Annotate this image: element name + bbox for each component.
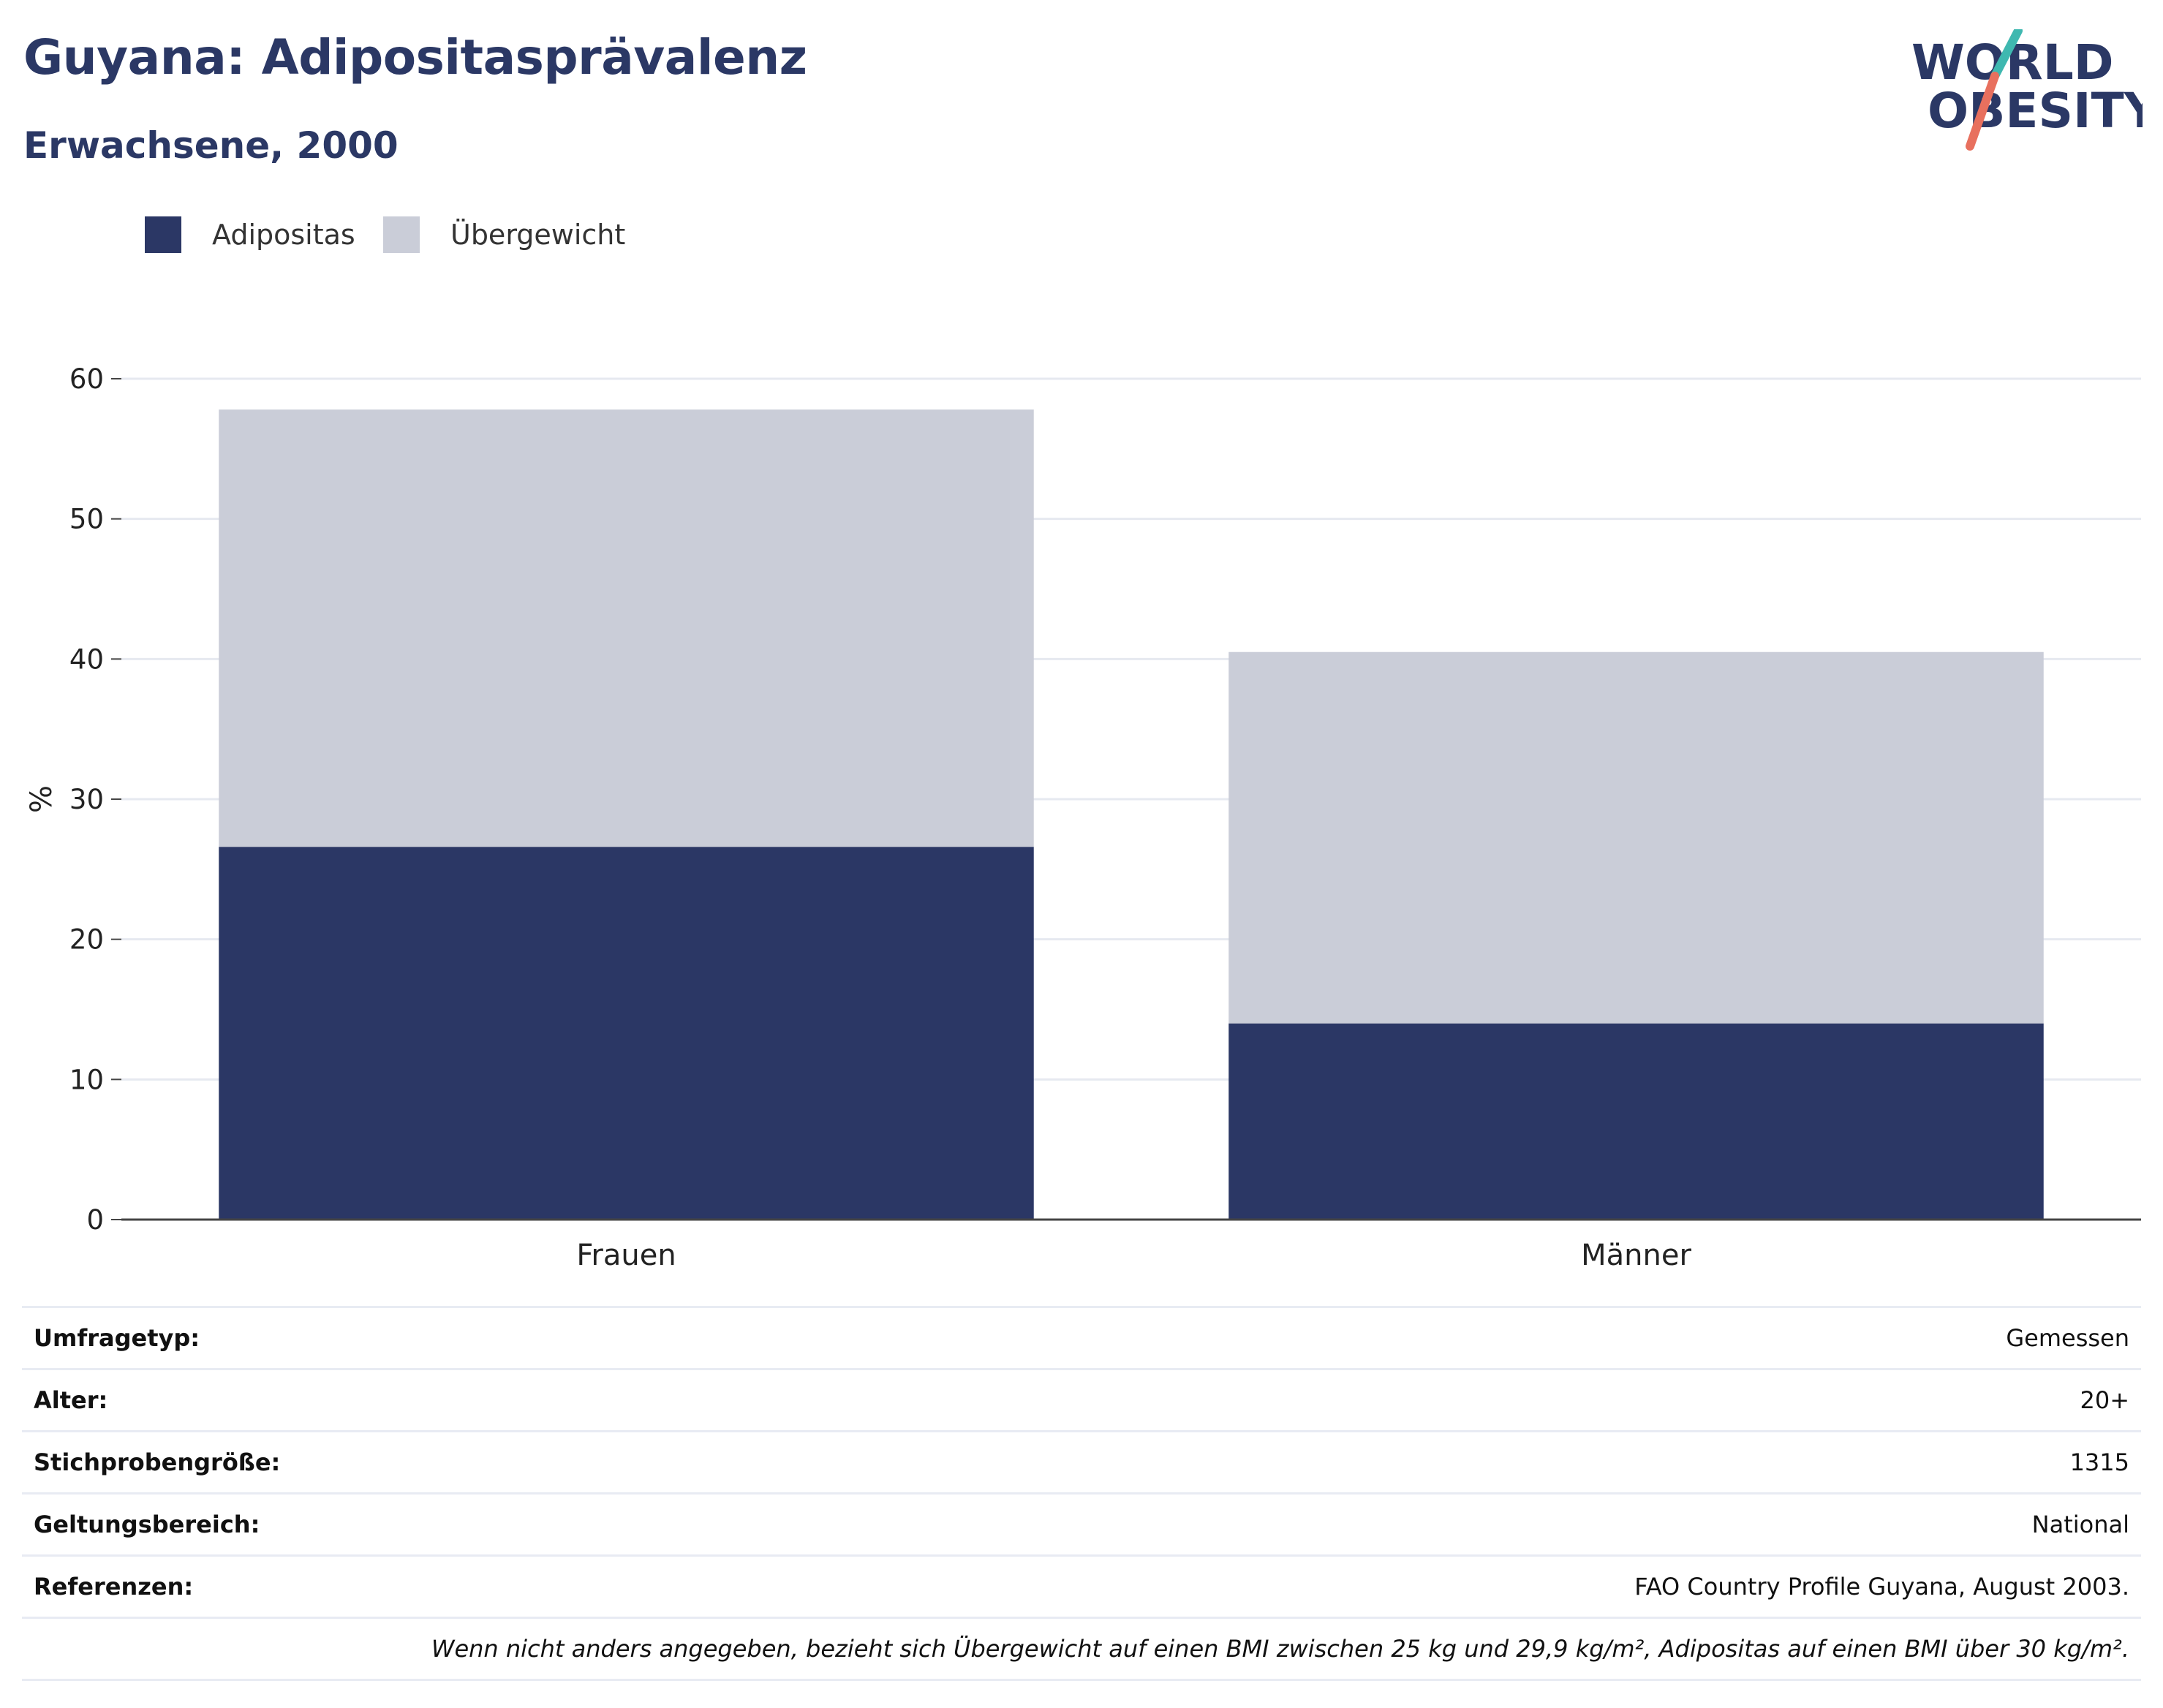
legend-label-uebergewicht: Übergewicht — [450, 219, 626, 251]
info-value: National — [2031, 1511, 2129, 1538]
logo-slash-teal — [1990, 29, 2023, 80]
y-tick-label: 40 — [69, 643, 104, 675]
bar-chart: 0 10 20 30 40 50 60% Frauen Männer — [25, 363, 2141, 1272]
info-key: Geltungsbereich: — [34, 1511, 260, 1538]
bar-adipositas-0 — [219, 847, 1034, 1220]
bar-adipositas-1 — [1228, 1023, 2044, 1220]
legend-swatch-adipositas — [145, 216, 181, 253]
bar-uebergewicht-1 — [1228, 651, 2044, 1024]
x-tick-label: Frauen — [576, 1239, 676, 1272]
chart-title: Guyana: Adipositasprävalenz — [23, 29, 807, 86]
info-value: FAO Country Profile Guyana, August 2003. — [1634, 1573, 2129, 1601]
info-value: 1315 — [2069, 1448, 2129, 1476]
y-tick-label: 10 — [69, 1064, 104, 1095]
logo-word-obesity: OBESITY — [1928, 83, 2143, 139]
legend-label-adipositas: Adipositas — [212, 219, 355, 251]
info-row-referenzen: Referenzen: FAO Country Profile Guyana, … — [22, 1554, 2141, 1617]
info-value: Gemessen — [2006, 1324, 2129, 1352]
info-note-row: Wenn nicht anders angegeben, bezieht sic… — [22, 1617, 2141, 1681]
info-key: Alter: — [34, 1386, 108, 1414]
y-tick-label: 30 — [69, 784, 104, 815]
x-tick-label: Männer — [1581, 1239, 1691, 1272]
info-row-umfragetyp: Umfragetyp: Gemessen — [22, 1306, 2141, 1368]
y-tick-label: 20 — [69, 924, 104, 956]
y-axis-title: % — [25, 785, 58, 813]
bar-uebergewicht-0 — [219, 409, 1034, 847]
y-tick-label: 60 — [69, 363, 104, 395]
info-row-stichprobe: Stichprobengröße: 1315 — [22, 1430, 2141, 1492]
info-key: Umfragetyp: — [34, 1324, 200, 1352]
info-key: Referenzen: — [34, 1573, 194, 1601]
info-row-geltungsbereich: Geltungsbereich: National — [22, 1492, 2141, 1554]
bmi-definition-note: Wenn nicht anders angegeben, bezieht sic… — [431, 1635, 2129, 1663]
info-row-alter: Alter: 20+ — [22, 1368, 2141, 1430]
y-tick-label: 50 — [69, 504, 104, 535]
info-value: 20+ — [2080, 1386, 2129, 1414]
legend-swatch-uebergewicht — [383, 216, 420, 253]
world-obesity-logo: WORLD OBESITY — [1911, 29, 2143, 151]
logo-slash-coral — [1966, 72, 1999, 151]
info-table: Umfragetyp: Gemessen Alter: 20+ Stichpro… — [22, 1306, 2141, 1681]
info-key: Stichprobengröße: — [34, 1448, 281, 1476]
y-tick-label: 0 — [86, 1204, 104, 1236]
chart-subtitle: Erwachsene, 2000 — [23, 124, 399, 167]
